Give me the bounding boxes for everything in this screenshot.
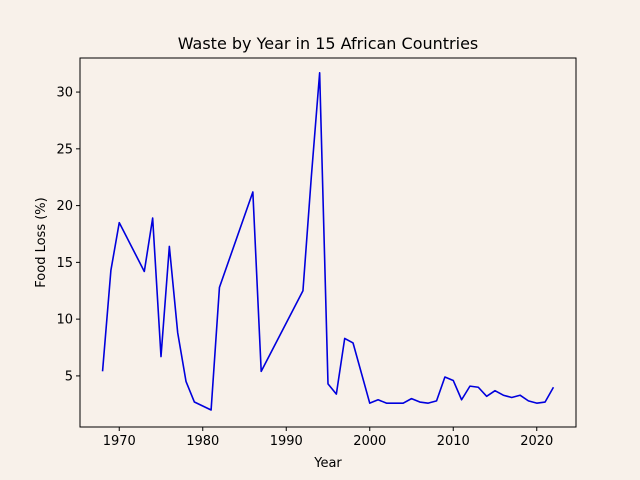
y-tick-label: 20	[56, 199, 73, 214]
y-axis: 5 10 15 20 25 30	[56, 86, 80, 384]
x-axis-label: Year	[313, 456, 342, 471]
series-layer	[101, 71, 555, 411]
x-tick-label: 2010	[437, 434, 470, 449]
x-tick-label: 2000	[353, 434, 386, 449]
y-tick-label: 5	[65, 369, 73, 384]
series-line	[101, 71, 555, 411]
y-tick-label: 10	[56, 313, 73, 328]
x-tick-label: 1990	[270, 434, 303, 449]
chart-title: Waste by Year in 15 African Countries	[178, 34, 479, 53]
y-axis-label: Food Loss (%)	[34, 197, 49, 287]
y-tick-label: 15	[56, 256, 73, 271]
x-tick-label: 2020	[520, 434, 553, 449]
x-tick-label: 1980	[186, 434, 219, 449]
y-tick-label: 30	[56, 86, 73, 101]
x-axis: 1970 1980 1990 2000 2010 2020	[103, 427, 553, 449]
y-tick-label: 25	[56, 142, 73, 157]
x-tick-label: 1970	[103, 434, 136, 449]
